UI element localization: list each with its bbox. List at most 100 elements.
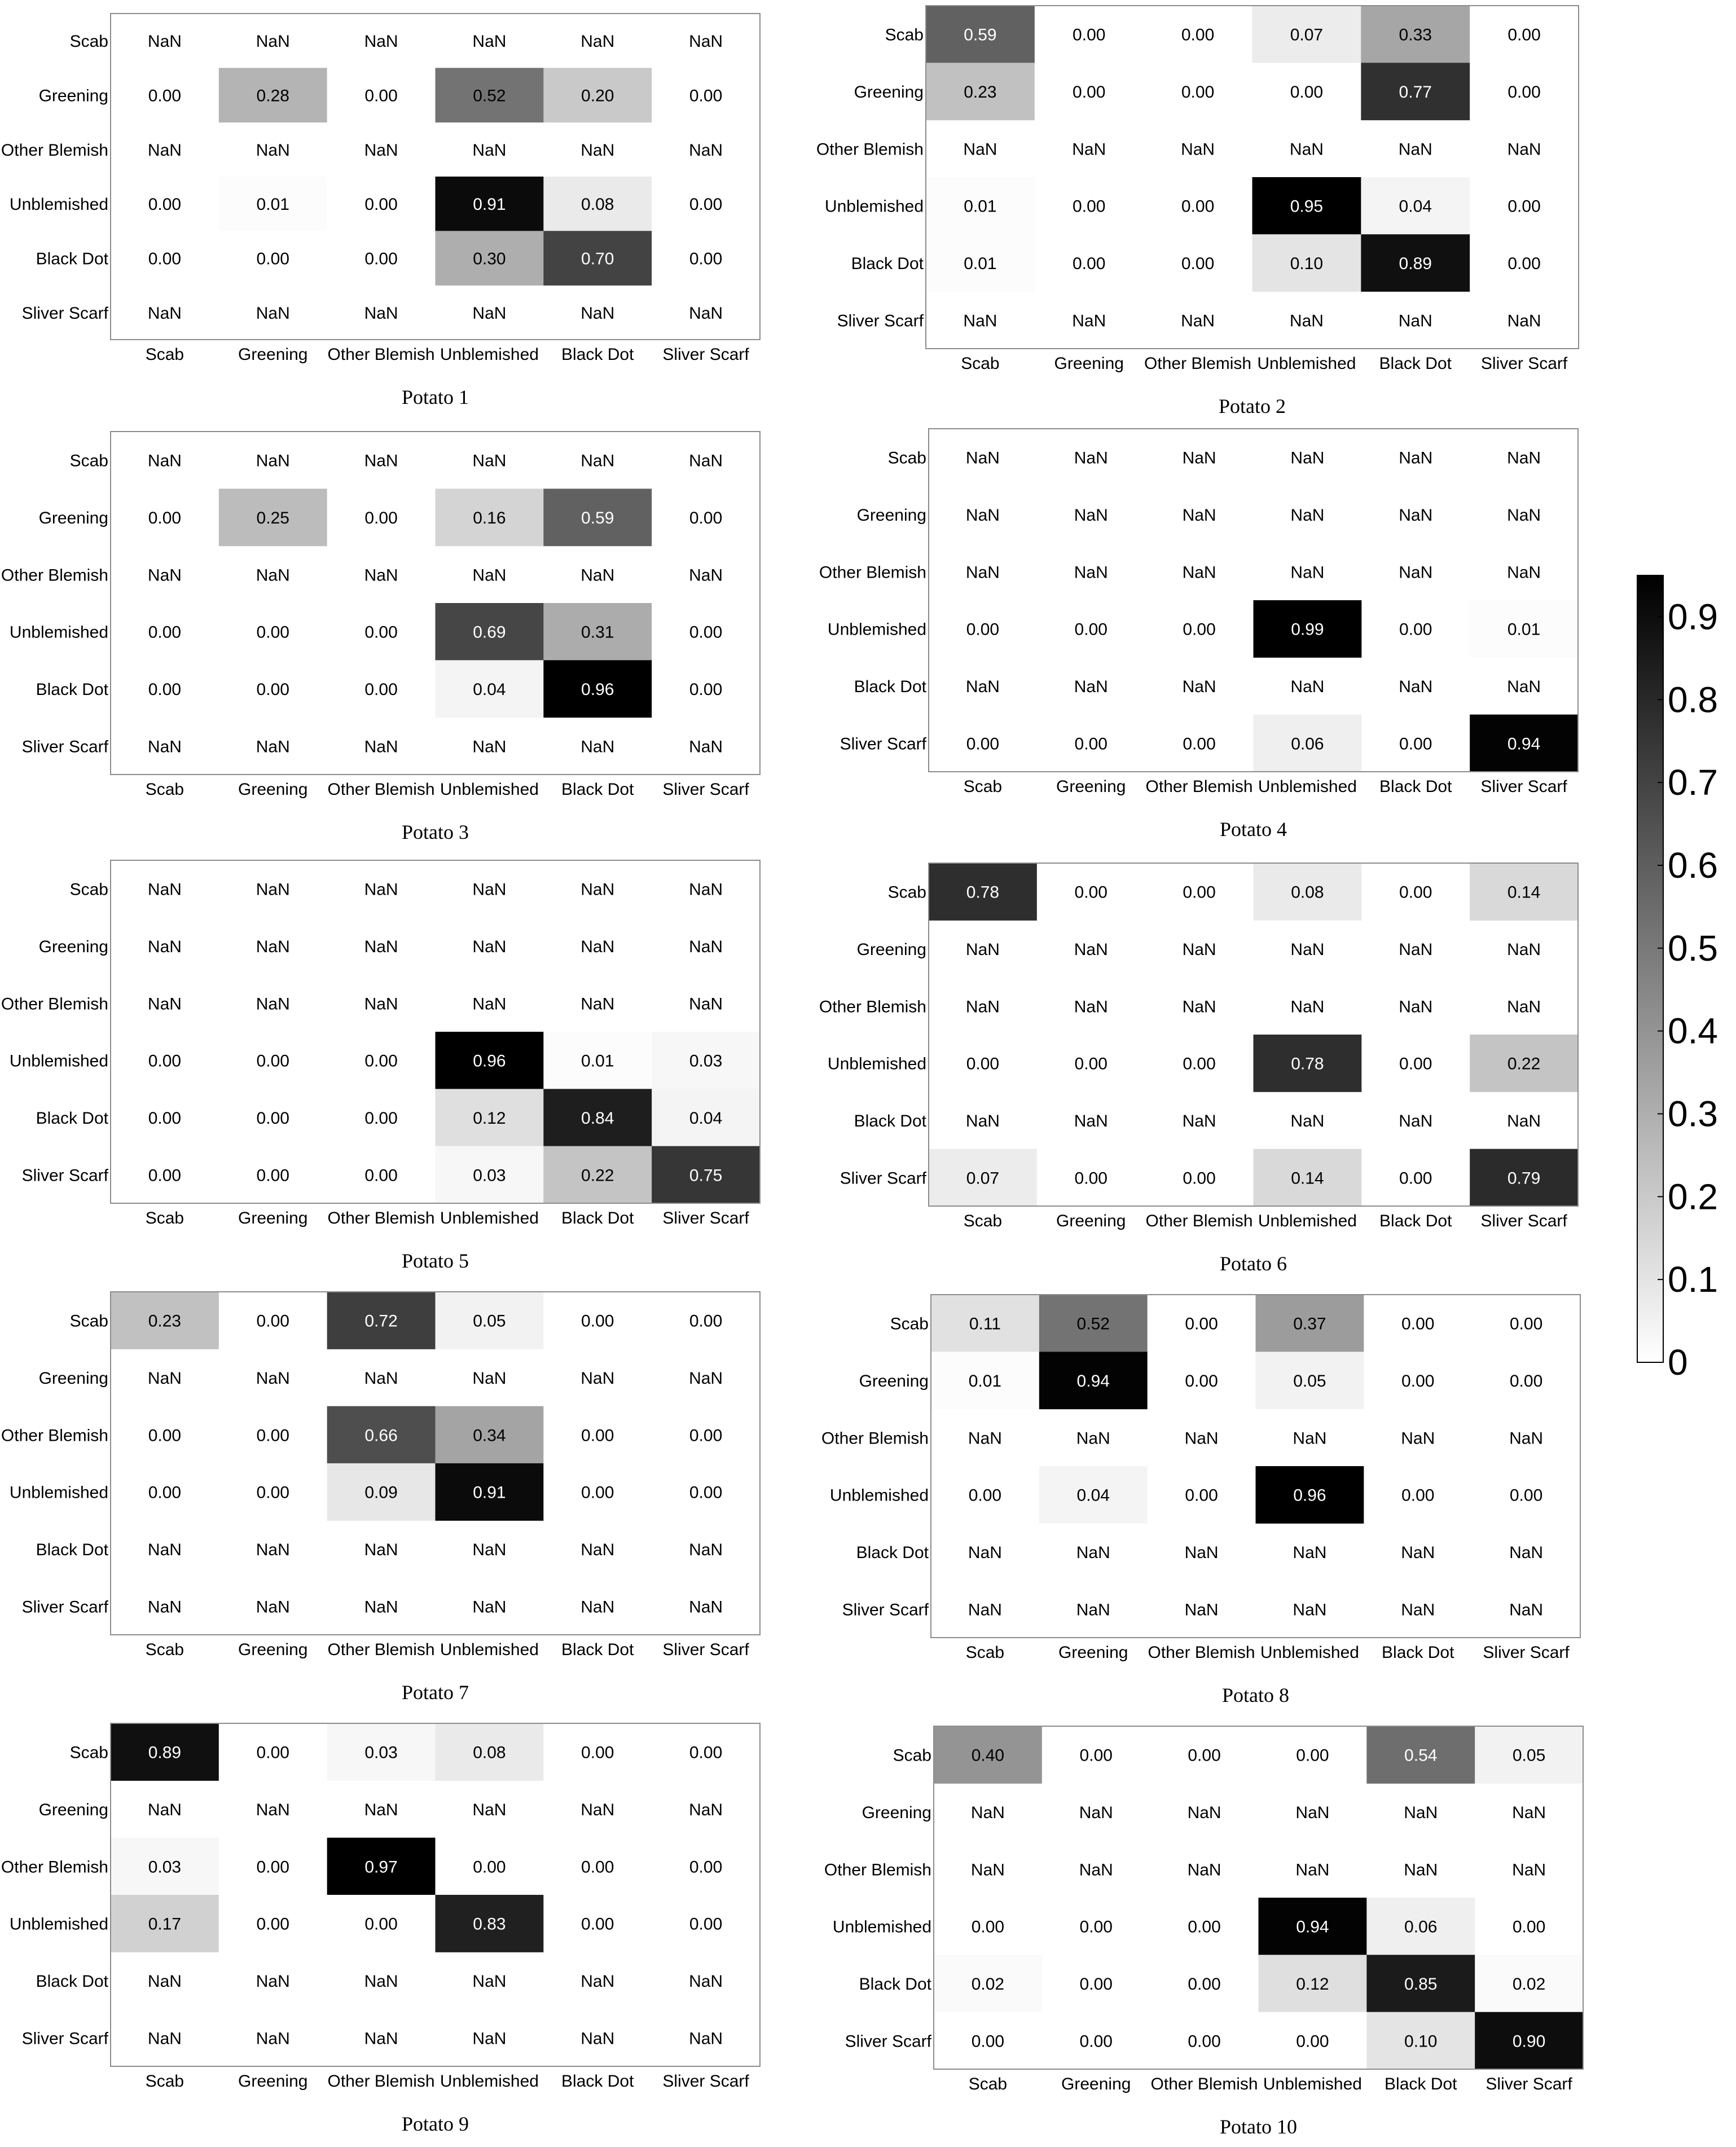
cell-black-dot-unblemished-label: NaN [472, 1972, 506, 1991]
cell-sliver-scarf-greening [218, 1146, 328, 1204]
row-label-sliver-scarf: Sliver Scarf [840, 1169, 927, 1187]
cell-black-dot-sliver-scarf-label: NaN [1509, 1543, 1543, 1562]
panel-potato-5: NaN NaN NaN NaN NaN NaN NaN NaN NaN NaN NaN NaN NaN N… [1, 860, 761, 1272]
cell-other-blemish-other-blemish-label: NaN [364, 995, 398, 1013]
cell-scab-greening-label: 0.00 [257, 1744, 289, 1762]
cell-unblemished-other-blemish-label: 0.00 [364, 623, 397, 642]
cell-scab-unblemished [1255, 1295, 1364, 1352]
cell-black-dot-other-blemish-label: NaN [364, 1972, 398, 1991]
column-label-other-blemish: Other Blemish [328, 780, 435, 799]
cell-other-blemish-sliver-scarf-label: NaN [689, 995, 723, 1013]
cell-greening-greening-label: NaN [1079, 1803, 1113, 1822]
colorbar-tick-label: 0.3 [1668, 1093, 1718, 1134]
cell-sliver-scarf-black-dot-label: 0.00 [1399, 1169, 1432, 1187]
cell-other-blemish-scab-label: NaN [971, 1860, 1005, 1879]
cell-greening-sliver-scarf-label: NaN [1507, 940, 1541, 959]
cell-unblemished-sliver-scarf [652, 1032, 761, 1089]
cell-unblemished-unblemished-label: 0.78 [1291, 1055, 1324, 1074]
cell-greening-sliver-scarf [1472, 1352, 1581, 1410]
cell-unblemished-sliver-scarf [1470, 177, 1579, 235]
cell-scab-scab [934, 1726, 1043, 1784]
row-label-sliver-scarf: Sliver Scarf [842, 1600, 929, 1619]
row-label-unblemished: Unblemished [830, 1486, 929, 1505]
panel-potato-9: 0.89 0.00 0.03 0.08 0.00 0.00 NaN NaN NaN NaN NaN N… [1, 1723, 761, 2135]
column-label-greening: Greening [1056, 1212, 1126, 1230]
row-label-sliver-scarf: Sliver Scarf [22, 2029, 109, 2048]
cell-greening-scab-label: NaN [148, 938, 182, 956]
cell-unblemished-other-blemish-label: 0.00 [364, 195, 397, 214]
cell-black-dot-greening [218, 1089, 328, 1147]
cell-sliver-scarf-sliver-scarf [652, 1146, 761, 1204]
cell-unblemished-other-blemish [327, 603, 436, 661]
cell-greening-black-dot [1361, 63, 1470, 121]
cell-unblemished-greening-label: 0.00 [257, 1915, 289, 1934]
cell-other-blemish-other-blemish-label: NaN [1185, 1429, 1219, 1448]
cell-unblemished-black-dot [543, 1463, 652, 1521]
cell-scab-other-blemish-label: NaN [364, 452, 398, 470]
panel-frame [110, 13, 761, 340]
cell-black-dot-unblemished-label: 0.12 [1296, 1975, 1329, 1994]
cell-unblemished-sliver-scarf-label: 0.03 [689, 1052, 722, 1071]
column-label-sliver-scarf: Sliver Scarf [662, 1640, 749, 1659]
cell-black-dot-sliver-scarf-label: NaN [1507, 1112, 1541, 1130]
column-label-scab: Scab [969, 2075, 1007, 2093]
cell-sliver-scarf-scab-label: 0.00 [972, 2032, 1004, 2051]
column-label-black-dot: Black Dot [561, 1209, 634, 1228]
cell-scab-black-dot [1364, 1295, 1473, 1352]
cell-unblemished-sliver-scarf-label: 0.00 [1510, 1486, 1542, 1505]
cell-other-blemish-greening-label: NaN [1074, 563, 1108, 582]
row-label-greening: Greening [857, 506, 926, 525]
cell-greening-other-blemish [1143, 63, 1252, 121]
cell-greening-greening-label: NaN [1074, 940, 1108, 959]
cell-scab-other-blemish [1143, 6, 1252, 63]
column-label-greening: Greening [1061, 2075, 1131, 2093]
row-label-other-blemish: Other Blemish [816, 140, 924, 159]
cell-unblemished-greening [1036, 1035, 1146, 1092]
cell-scab-greening-label: NaN [1074, 449, 1108, 468]
cell-scab-unblemished-label: NaN [472, 452, 506, 470]
cell-greening-greening-label: NaN [256, 938, 290, 956]
cell-sliver-scarf-other-blemish-label: NaN [364, 737, 398, 756]
cell-greening-greening [1039, 1352, 1148, 1410]
column-label-unblemished: Unblemished [1258, 777, 1357, 796]
cell-sliver-scarf-unblemished-label: NaN [472, 2029, 506, 2048]
cell-black-dot-sliver-scarf-label: 0.00 [689, 250, 722, 269]
cell-greening-unblemished-label: 0.16 [473, 509, 506, 527]
row-label-greening: Greening [39, 1369, 108, 1388]
cell-greening-greening-label: 0.25 [257, 509, 289, 527]
cell-other-blemish-unblemished [435, 1406, 544, 1464]
cell-other-blemish-sliver-scarf-label: NaN [1512, 1860, 1546, 1879]
cell-sliver-scarf-sliver-scarf [1475, 2012, 1584, 2070]
cell-other-blemish-greening-label: 0.00 [257, 1426, 289, 1445]
column-label-unblemished: Unblemished [1258, 1212, 1357, 1230]
column-label-black-dot: Black Dot [1385, 2075, 1457, 2093]
row-label-scab: Scab [70, 32, 108, 51]
cell-sliver-scarf-unblemished [1258, 2012, 1367, 2070]
column-label-sliver-scarf: Sliver Scarf [1486, 2075, 1572, 2093]
cell-sliver-scarf-black-dot-label: NaN [1399, 311, 1432, 330]
cell-unblemished-scab [111, 1463, 219, 1521]
cell-unblemished-black-dot-label: 0.00 [1399, 621, 1432, 639]
cell-greening-black-dot [543, 489, 652, 547]
row-label-scab: Scab [893, 1746, 931, 1765]
panel-frame [930, 1294, 1581, 1638]
cell-other-blemish-sliver-scarf-label: NaN [1508, 140, 1541, 159]
row-label-sliver-scarf: Sliver Scarf [22, 737, 109, 756]
cell-unblemished-black-dot [1361, 1035, 1470, 1092]
row-label-greening: Greening [854, 83, 924, 102]
cell-sliver-scarf-sliver-scarf-label: NaN [689, 2029, 723, 2048]
cell-sliver-scarf-unblemished-label: 0.14 [1291, 1169, 1324, 1187]
colorbar-tick-label: 0 [1668, 1342, 1688, 1383]
cell-sliver-scarf-black-dot-label: 0.10 [1404, 2032, 1437, 2051]
cell-sliver-scarf-sliver-scarf-label: 0.94 [1508, 734, 1540, 753]
cell-greening-other-blemish-label: NaN [364, 1369, 398, 1388]
cell-other-blemish-sliver-scarf [652, 1406, 761, 1464]
row-label-scab: Scab [888, 883, 926, 902]
cell-greening-black-dot [1364, 1352, 1473, 1410]
row-label-other-blemish: Other Blemish [819, 997, 926, 1016]
cell-scab-sliver-scarf [1475, 1726, 1584, 1784]
cell-sliver-scarf-greening-label: 0.00 [257, 1166, 289, 1185]
cell-black-dot-black-dot-label: 0.84 [581, 1109, 614, 1128]
cell-black-dot-greening-label: 0.00 [1080, 1975, 1113, 1994]
